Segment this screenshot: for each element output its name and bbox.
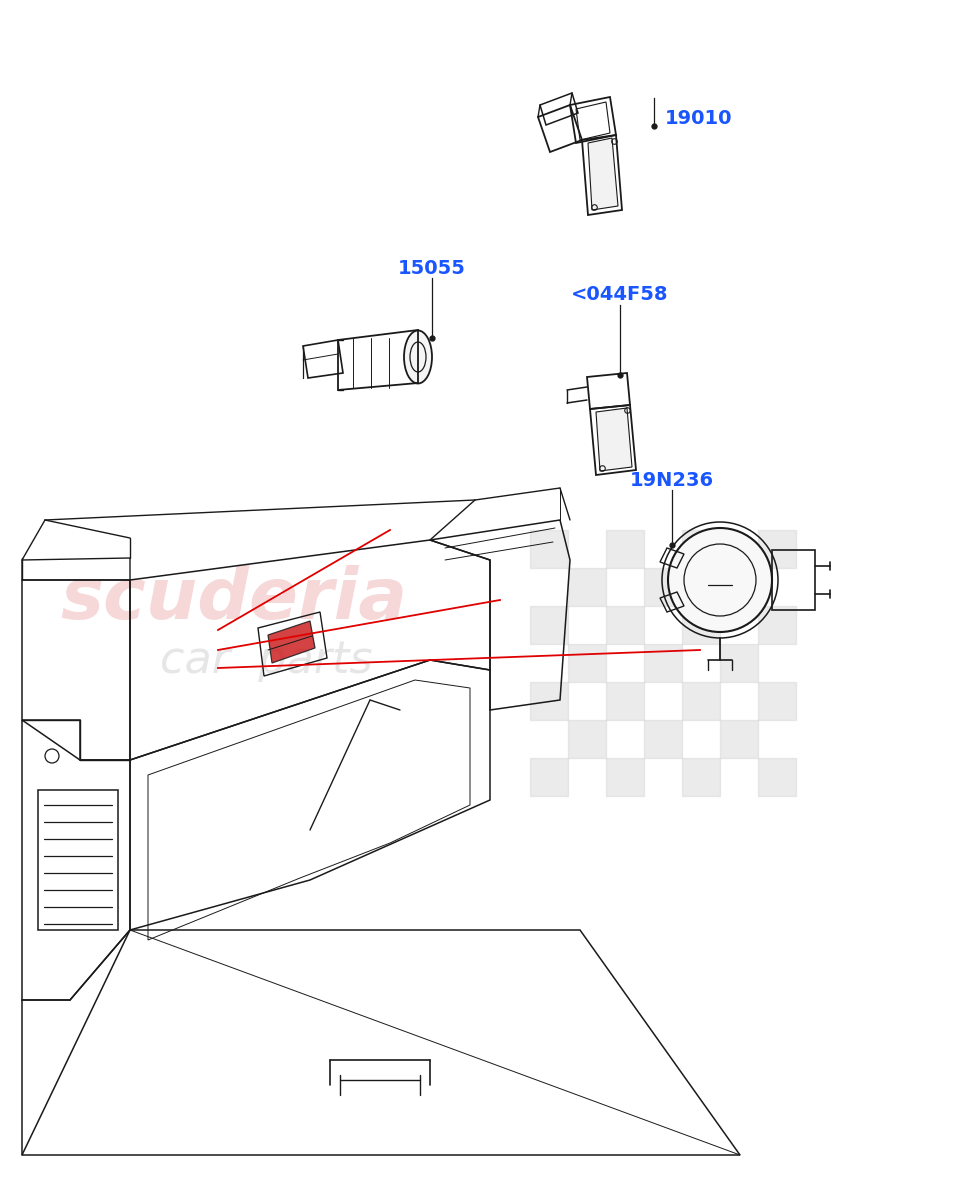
Circle shape xyxy=(668,528,772,632)
Bar xyxy=(530,606,568,644)
Bar xyxy=(682,530,720,568)
Bar xyxy=(606,530,644,568)
Polygon shape xyxy=(596,408,632,470)
Bar xyxy=(758,530,796,568)
Bar xyxy=(530,682,568,720)
Bar xyxy=(682,758,720,796)
Bar xyxy=(644,644,682,682)
Bar xyxy=(606,606,644,644)
Text: <044F58: <044F58 xyxy=(571,286,668,305)
Bar xyxy=(682,606,720,644)
Bar xyxy=(644,720,682,758)
Bar xyxy=(606,758,644,796)
Bar xyxy=(758,682,796,720)
Text: 19010: 19010 xyxy=(665,108,732,127)
Bar xyxy=(568,568,606,606)
Polygon shape xyxy=(588,138,618,210)
Ellipse shape xyxy=(404,330,432,384)
Bar xyxy=(606,682,644,720)
Bar xyxy=(720,720,758,758)
Bar xyxy=(568,644,606,682)
Text: scuderia: scuderia xyxy=(60,565,407,635)
Bar xyxy=(720,644,758,682)
Bar xyxy=(682,682,720,720)
Text: car  parts: car parts xyxy=(160,638,373,682)
Bar xyxy=(530,530,568,568)
Bar xyxy=(758,606,796,644)
Text: 15055: 15055 xyxy=(398,258,466,277)
Bar xyxy=(720,568,758,606)
Bar xyxy=(758,758,796,796)
Bar xyxy=(644,568,682,606)
Bar xyxy=(530,758,568,796)
Text: 19N236: 19N236 xyxy=(630,470,714,490)
Bar xyxy=(568,720,606,758)
Polygon shape xyxy=(268,622,315,662)
